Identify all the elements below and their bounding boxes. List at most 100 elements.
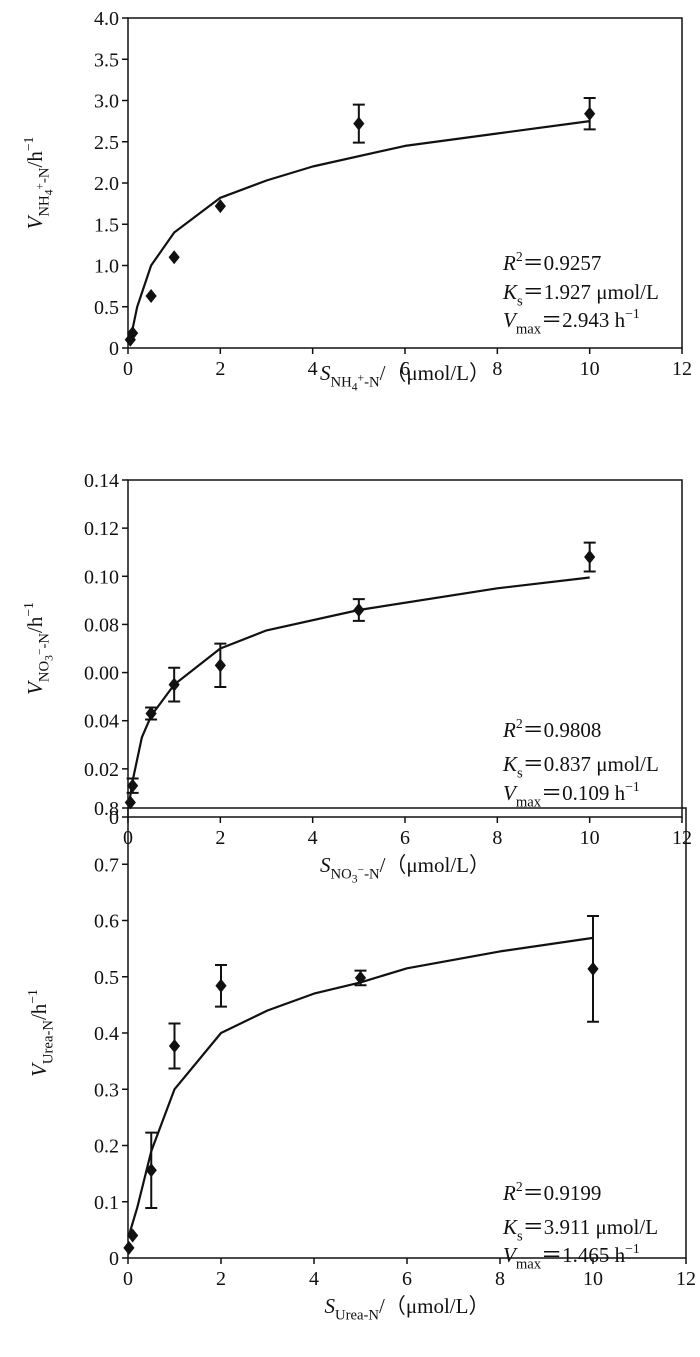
y-tick-label: 0.1 [94, 1192, 119, 1214]
y-axis-label-part: −1 [21, 602, 36, 617]
fit-annotation-part: K [502, 280, 518, 304]
y-tick-label: 0.14 [84, 470, 119, 492]
data-point [214, 199, 226, 214]
y-tick-label: 0.6 [94, 911, 119, 933]
y-tick-label: 2.5 [94, 132, 119, 154]
y-axis-label-part: NH [36, 195, 52, 217]
x-axis-label: SUrea-N/（μmol/L） [325, 1294, 490, 1323]
y-tick-label: 0.4 [94, 1023, 119, 1045]
x-axis-label-part: NO [331, 866, 352, 882]
data-point [214, 658, 226, 673]
x-tick-label: 4 [308, 358, 318, 380]
y-tick-label: 0.08 [84, 614, 119, 636]
x-tick-label: 12 [672, 358, 692, 380]
y-axis-label: VUrea-N/h−1 [25, 989, 56, 1077]
fit-annotation-part: ＝0.9257 [523, 251, 602, 275]
x-axis-label-part: Urea-N [335, 1307, 379, 1323]
data-point [587, 961, 599, 976]
y-axis-label-part: V [27, 1062, 51, 1077]
y-axis-label-part: /h [23, 616, 47, 633]
x-axis-label-part: NH [331, 374, 353, 390]
x-tick-label: 6 [400, 358, 410, 380]
y-tick-label: 0.7 [94, 854, 119, 876]
x-axis-label-part: -N [364, 866, 380, 882]
fit-annotation-part: −1 [625, 306, 640, 321]
fit-annotation-part: ＝1.465 h [541, 1243, 625, 1267]
data-point [353, 116, 365, 131]
fit-annotation: Ks＝0.837 μmol/L [502, 752, 659, 781]
y-tick-label: 0.8 [94, 798, 119, 820]
x-tick-label: 2 [215, 827, 225, 849]
y-tick-label: 3.0 [94, 91, 119, 113]
data-point [584, 550, 596, 565]
data-point [145, 289, 157, 304]
fit-annotation-part: V [503, 1243, 518, 1267]
fit-annotation-part: 2 [516, 249, 523, 264]
y-axis-label-part: NO [36, 661, 52, 682]
x-axis-label-part: S [320, 361, 331, 385]
x-axis-label-part: -N [364, 374, 380, 390]
x-tick-label: 6 [402, 1268, 412, 1290]
data-point [353, 602, 365, 617]
y-axis-label-part: 4 [43, 189, 56, 195]
data-point [145, 1163, 157, 1178]
y-axis-label-part: -N [36, 633, 52, 649]
fit-annotation-part: max [516, 1256, 542, 1272]
data-point [354, 970, 367, 985]
data-point [127, 778, 139, 793]
x-tick-label: 12 [676, 1268, 696, 1290]
x-axis-label-part: S [320, 853, 331, 877]
fit-annotation-part: −1 [625, 779, 640, 794]
fit-annotation-part: ＝0.109 h [541, 781, 625, 805]
fit-annotation-part: s [517, 765, 523, 781]
y-tick-label: 2.0 [94, 173, 119, 195]
fit-annotation: Ks＝1.927 μmol/L [502, 280, 659, 309]
y-axis-label-part: /h [27, 1003, 51, 1020]
y-axis-label-part: -N [36, 167, 52, 183]
fit-annotation-part: ＝3.911 μmol/L [523, 1215, 658, 1239]
y-tick-label: 0.3 [94, 1079, 119, 1101]
y-axis-label-part: /h [23, 151, 47, 168]
fit-annotation-part: ＝0.9199 [523, 1181, 602, 1205]
fit-annotation-part: 2 [516, 716, 523, 731]
fit-annotation-part: V [503, 781, 518, 805]
y-axis-label: VNO3−-N/h−1 [21, 602, 55, 695]
y-tick-label: 0.2 [94, 1136, 119, 1158]
fit-annotation-part: s [517, 1228, 523, 1244]
x-tick-label: 8 [495, 1268, 505, 1290]
data-point [168, 677, 180, 692]
fit-annotation-part: V [503, 308, 518, 332]
fit-annotation: Vmax＝1.465 h−1 [503, 1241, 640, 1272]
fit-annotation-part: K [502, 1215, 518, 1239]
x-tick-label: 10 [580, 827, 600, 849]
data-point [127, 1228, 139, 1243]
y-tick-label: 0.02 [84, 759, 119, 781]
fit-annotation-part: 2 [516, 1179, 523, 1194]
fit-annotation: Ks＝3.911 μmol/L [502, 1215, 658, 1244]
fit-annotation-part: ＝1.927 μmol/L [523, 280, 659, 304]
fit-annotation-part: s [517, 293, 523, 309]
y-axis-label-part: V [23, 680, 47, 695]
x-axis-label-part: /（μmol/L） [380, 853, 490, 877]
data-point [123, 1240, 135, 1255]
data-point [215, 978, 227, 993]
fit-annotation-part: −1 [625, 1241, 640, 1256]
fit-annotation-part: ＝2.943 h [541, 308, 625, 332]
y-tick-label: 4.0 [94, 8, 119, 30]
fit-annotation: Vmax＝0.109 h−1 [503, 779, 640, 810]
y-axis-label-part: Urea-N [40, 1020, 56, 1064]
y-axis-label-part: −1 [25, 989, 40, 1004]
x-tick-label: 2 [215, 358, 225, 380]
x-axis-label-part: S [325, 1294, 336, 1318]
y-axis-label-part: V [23, 214, 47, 229]
data-point [168, 1038, 181, 1053]
y-tick-label: 0.5 [94, 967, 119, 989]
x-axis-label-part: − [358, 864, 365, 877]
fit-annotation: R2＝0.9808 [502, 716, 601, 742]
x-tick-label: 10 [580, 358, 600, 380]
x-axis-label-part: 4 [352, 381, 358, 394]
fit-annotation-part: ＝0.9808 [523, 718, 602, 742]
data-point [584, 106, 596, 121]
fit-annotation-part: K [502, 752, 518, 776]
